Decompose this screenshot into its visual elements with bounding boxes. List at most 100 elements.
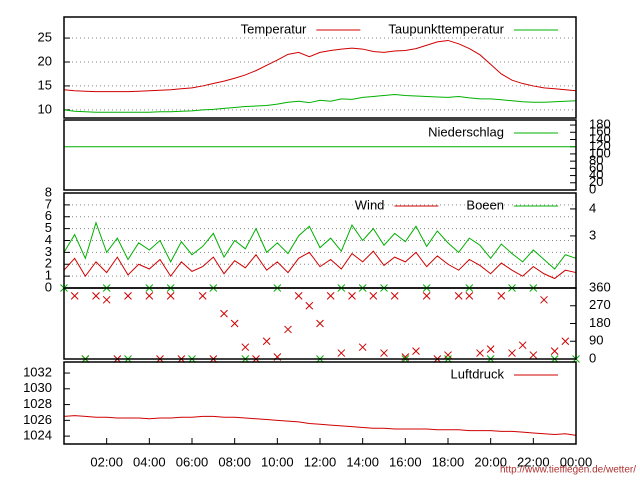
x-tick-label: 16:00 — [389, 454, 422, 469]
legend-label: Temperatur — [241, 21, 307, 36]
y-tick-label: 25 — [38, 29, 52, 44]
y2-tick-label: 4 — [589, 200, 596, 215]
direction-marker — [529, 351, 538, 359]
legend-label: Niederschlag — [428, 124, 504, 139]
y2-tick-label: 180 — [589, 116, 611, 131]
direction-marker — [198, 292, 207, 300]
x-tick-label: 14:00 — [346, 454, 379, 469]
y2-tick-label: 140 — [589, 131, 611, 146]
x-tick-label: 04:00 — [133, 454, 166, 469]
y2-tick-label: 90 — [589, 333, 603, 348]
direction-marker — [326, 292, 335, 300]
direction-marker — [497, 292, 506, 300]
x-tick-label: 18:00 — [432, 454, 465, 469]
y2-tick-label: 100 — [589, 145, 611, 160]
direction-marker — [348, 292, 356, 300]
direction-marker — [124, 292, 132, 300]
direction-marker — [540, 295, 548, 304]
y-tick-label: 1026 — [23, 412, 52, 427]
x-tick-label: 08:00 — [218, 454, 251, 469]
y2-tick-label: 0 — [589, 181, 596, 196]
y-tick-label: 20 — [38, 53, 52, 68]
footer-url: http://www.tiefflegen.de/wetter/ — [500, 465, 636, 476]
y-tick-label: 15 — [38, 77, 52, 92]
y-tick-label: 1032 — [23, 364, 52, 379]
y-tick-label: 2 — [45, 256, 52, 271]
y-tick-label: 10 — [38, 101, 52, 116]
y2-tick-label: 180 — [589, 315, 611, 330]
x-tick-label: 02:00 — [90, 454, 123, 469]
direction-marker — [380, 349, 388, 357]
series-line — [63, 39, 577, 93]
direction-marker — [486, 345, 495, 353]
direction-marker — [476, 349, 484, 357]
direction-marker — [550, 347, 559, 355]
y2-tick-label: 120 — [589, 138, 611, 153]
y2-tick-label: 270 — [589, 297, 611, 312]
direction-marker — [444, 351, 452, 359]
y-tick-label: 5 — [45, 220, 52, 235]
y-tick-label: 4 — [45, 232, 52, 247]
direction-marker — [518, 341, 527, 350]
y2-tick-label: 160 — [589, 124, 611, 139]
direction-marker — [145, 292, 154, 300]
y-tick-label: 3 — [45, 244, 52, 259]
legend-label: Taupunkttemperatur — [388, 21, 504, 36]
legend-label: Boeen — [466, 197, 504, 212]
y2-tick-label: 0 — [589, 350, 596, 365]
direction-marker — [241, 343, 250, 352]
y-tick-label: 1024 — [23, 428, 52, 443]
y2-tick-label: 80 — [589, 153, 603, 168]
direction-marker — [358, 343, 367, 352]
direction-marker — [305, 301, 314, 310]
y-tick-label: 0 — [45, 279, 52, 294]
direction-marker — [230, 319, 239, 328]
x-tick-label: 00:00 — [560, 454, 593, 469]
direction-marker — [166, 292, 175, 300]
legend-label: Luftdruck — [451, 366, 505, 381]
series-line — [63, 250, 577, 280]
y-tick-label: 8 — [45, 184, 52, 199]
series-line — [63, 415, 577, 436]
y2-tick-label: 20 — [589, 174, 603, 189]
y2-tick-label: 40 — [589, 167, 603, 182]
direction-marker — [316, 319, 324, 328]
panel-frame — [63, 361, 577, 445]
x-tick-label: 22:00 — [517, 454, 550, 469]
y-tick-label: 1 — [45, 268, 52, 283]
direction-marker — [70, 292, 79, 300]
direction-marker — [92, 292, 100, 300]
direction-marker — [337, 349, 346, 357]
direction-marker — [102, 295, 111, 304]
y-tick-label: 1028 — [23, 396, 52, 411]
direction-marker — [294, 292, 303, 300]
direction-marker — [465, 292, 474, 300]
direction-marker — [508, 349, 516, 357]
y-tick-label: 1030 — [23, 380, 52, 395]
direction-marker — [561, 337, 570, 346]
y2-tick-label: 3 — [589, 227, 596, 242]
y2-tick-label: 360 — [589, 279, 611, 294]
series-line — [63, 94, 577, 113]
direction-marker — [262, 337, 271, 346]
x-tick-label: 06:00 — [176, 454, 209, 469]
direction-marker — [284, 325, 292, 334]
direction-marker — [369, 292, 378, 300]
panel-frame — [63, 16, 577, 119]
direction-marker — [454, 292, 463, 300]
legend-label: Wind — [355, 197, 385, 212]
direction-marker — [390, 292, 399, 300]
panel-frame — [63, 287, 577, 360]
y2-tick-label: 60 — [589, 160, 603, 175]
direction-marker — [422, 292, 431, 300]
y-tick-label: 6 — [45, 208, 52, 223]
direction-marker — [220, 309, 228, 318]
x-tick-label: 20:00 — [474, 454, 507, 469]
panel-frame — [63, 119, 577, 191]
y-tick-label: 7 — [45, 196, 52, 211]
x-tick-label: 10:00 — [261, 454, 294, 469]
direction-marker — [412, 347, 420, 355]
series-line — [63, 221, 577, 270]
